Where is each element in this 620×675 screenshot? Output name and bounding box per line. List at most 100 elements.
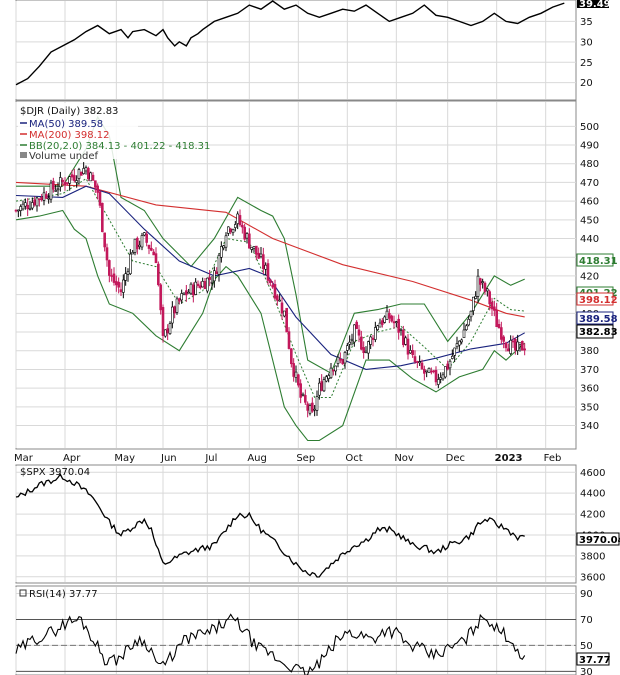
candle-body	[143, 232, 146, 236]
candle-body	[19, 206, 22, 211]
candle-body	[448, 360, 452, 369]
candle-body	[17, 209, 20, 212]
candle-body	[152, 251, 155, 256]
candle-body	[269, 279, 272, 284]
candle-body	[490, 301, 494, 310]
candle-body	[248, 233, 251, 249]
candle-body	[320, 381, 323, 391]
candle-body	[460, 339, 463, 343]
rsi-last-tag: 37.77	[576, 652, 611, 666]
candle-body	[397, 318, 400, 333]
candle-body	[262, 254, 265, 270]
top-last-value: 39.49	[579, 0, 611, 10]
top-gridlines	[15, 1, 576, 99]
rsi-tick-label: 50	[580, 641, 593, 652]
candle-body	[77, 169, 81, 179]
candle-body	[325, 376, 328, 382]
candle-body	[31, 202, 34, 209]
spx-tick-label: 3800	[580, 551, 605, 562]
candle-body	[311, 402, 314, 412]
candle-body	[453, 347, 456, 356]
candle-body	[388, 312, 391, 319]
spx-tick-label: 3600	[580, 572, 605, 583]
candle-body	[49, 182, 53, 200]
candle-body	[521, 340, 524, 351]
candle-body	[14, 209, 18, 212]
candle-body	[266, 263, 270, 281]
candle-body	[392, 321, 396, 324]
candle-body	[483, 282, 487, 292]
candle-body	[371, 337, 375, 340]
spx-panel: 360038004000420044004600 $SPX 3970.04 39…	[15, 464, 620, 584]
candle-body	[73, 175, 76, 181]
candle-body	[362, 347, 365, 353]
candle-body	[383, 316, 386, 323]
x-tick-label: Nov	[394, 453, 414, 464]
candle-body	[437, 379, 440, 385]
candle-body	[231, 229, 235, 233]
candle-body	[47, 197, 50, 200]
top-ratio-line	[15, 0, 565, 86]
legend-volume: Volume undef	[29, 151, 99, 162]
candle-body	[257, 252, 260, 259]
price-tick-label: 360	[580, 384, 599, 395]
candle-body	[350, 338, 354, 341]
candle-body	[136, 237, 139, 250]
x-tick-label: Jul	[204, 453, 217, 464]
candle-body	[287, 331, 291, 349]
top-last-tag: 39.49	[577, 0, 611, 10]
rsi-title: RSI(14) 37.77	[29, 589, 98, 600]
candle-body	[222, 245, 225, 249]
candle-body	[290, 348, 293, 365]
candle-body	[59, 177, 62, 188]
candle-body	[173, 306, 176, 314]
x-tick-label: Jun	[160, 453, 177, 464]
candle-body	[495, 310, 498, 328]
candle-body	[42, 192, 46, 201]
candle-body	[409, 350, 412, 354]
price-tick-label: 470	[580, 178, 599, 189]
candle-body	[126, 271, 130, 275]
candle-body	[229, 228, 232, 232]
candle-body	[129, 253, 132, 275]
ma200-line	[15, 181, 525, 318]
candle-body	[80, 171, 83, 176]
top-tick-label: 25	[580, 58, 593, 69]
candle-body	[411, 350, 414, 356]
candle-body	[509, 339, 512, 354]
candle-body	[252, 246, 256, 249]
candle-body	[507, 348, 510, 352]
candle-body	[203, 281, 207, 290]
candle-body	[166, 328, 169, 334]
candle-body	[416, 361, 419, 363]
candle-body	[103, 232, 106, 248]
candle-body	[171, 306, 174, 324]
candle-body	[227, 226, 230, 234]
candle-body	[315, 396, 319, 411]
candle-body	[61, 179, 64, 182]
candle-body	[472, 296, 475, 311]
candle-body	[376, 325, 379, 330]
price-tick-label: 460	[580, 197, 599, 208]
candle-body	[110, 275, 113, 277]
svg-text:418.31: 418.31	[579, 256, 618, 267]
spx-last-tag: 3970.04	[576, 532, 620, 546]
candle-body	[308, 405, 312, 414]
candle-body	[348, 341, 351, 345]
price-legend: $DJR (Daily) 382.83 MA(50) 389.58 MA(200…	[18, 103, 210, 162]
legend-bb: BB(20,2.0) 384.13 - 401.22 - 418.31	[29, 141, 210, 152]
rsi-tick-label: 70	[580, 615, 593, 626]
candle-body	[516, 341, 519, 351]
candle-body	[217, 254, 221, 275]
price-tick-label: 370	[580, 365, 599, 376]
candle-body	[26, 204, 29, 210]
candle-body	[336, 356, 340, 364]
candle-body	[264, 264, 267, 270]
candle-body	[339, 358, 342, 361]
candle-body	[52, 180, 55, 190]
candle-body	[504, 342, 508, 349]
candle-body	[161, 307, 165, 336]
price-panel: 3403503603703803904004104204304404504604…	[14, 100, 618, 450]
candle-body	[234, 224, 237, 228]
candle-body	[329, 367, 333, 378]
